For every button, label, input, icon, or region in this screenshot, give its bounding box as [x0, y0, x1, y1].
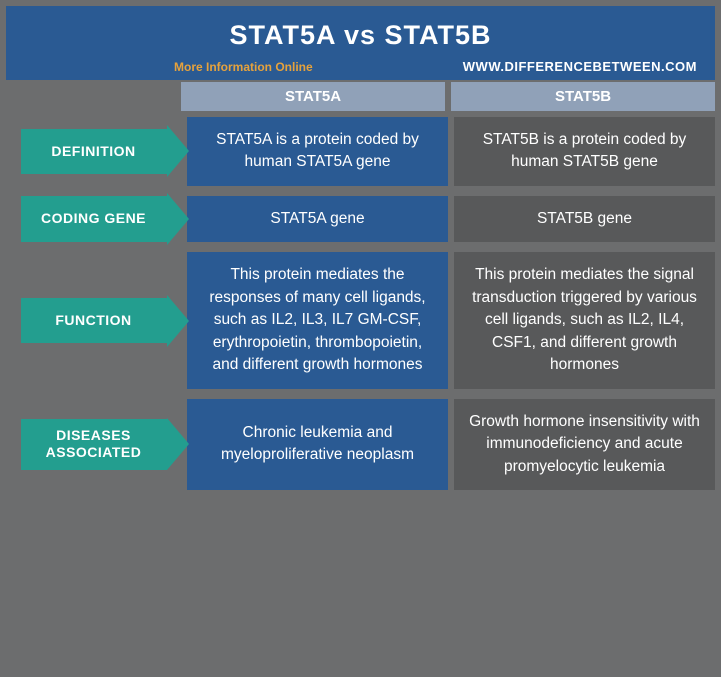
table-row: CODING GENE STAT5A gene STAT5B gene [6, 196, 715, 242]
row-label-coding-gene: CODING GENE [21, 196, 167, 242]
table-row: DISEASES ASSOCIATED Chronic leukemia and… [6, 399, 715, 490]
row-label-function: FUNCTION [21, 298, 167, 344]
row-label-wrap: FUNCTION [6, 252, 181, 388]
column-header-b: STAT5B [451, 82, 715, 111]
row-label-wrap: CODING GENE [6, 196, 181, 242]
cell-coding-gene-b: STAT5B gene [454, 196, 715, 242]
more-info-text: More Information Online [174, 60, 313, 74]
table-row: DEFINITION STAT5A is a protein coded by … [6, 117, 715, 186]
header: STAT5A vs STAT5B More Information Online… [6, 6, 715, 80]
site-url: WWW.DIFFERENCEBETWEEN.COM [463, 59, 697, 74]
cell-coding-gene-a: STAT5A gene [187, 196, 448, 242]
subheader: More Information Online WWW.DIFFERENCEBE… [24, 59, 697, 74]
cell-function-a: This protein mediates the responses of m… [187, 252, 448, 388]
cell-definition-b: STAT5B is a protein coded by human STAT5… [454, 117, 715, 186]
cell-diseases-a: Chronic leukemia and myeloproliferative … [187, 399, 448, 490]
column-headers: STAT5A STAT5B [6, 82, 715, 111]
page-title: STAT5A vs STAT5B [24, 20, 697, 51]
rows-container: DEFINITION STAT5A is a protein coded by … [6, 117, 715, 490]
column-header-a: STAT5A [181, 82, 445, 111]
column-header-spacer [6, 82, 181, 111]
row-label-wrap: DISEASES ASSOCIATED [6, 399, 181, 490]
row-label-wrap: DEFINITION [6, 117, 181, 186]
cell-definition-a: STAT5A is a protein coded by human STAT5… [187, 117, 448, 186]
cell-diseases-b: Growth hormone insensitivity with immuno… [454, 399, 715, 490]
row-label-diseases: DISEASES ASSOCIATED [21, 419, 167, 470]
cell-function-b: This protein mediates the signal transdu… [454, 252, 715, 388]
table-row: FUNCTION This protein mediates the respo… [6, 252, 715, 388]
row-label-definition: DEFINITION [21, 129, 167, 175]
comparison-infographic: STAT5A vs STAT5B More Information Online… [0, 0, 721, 677]
